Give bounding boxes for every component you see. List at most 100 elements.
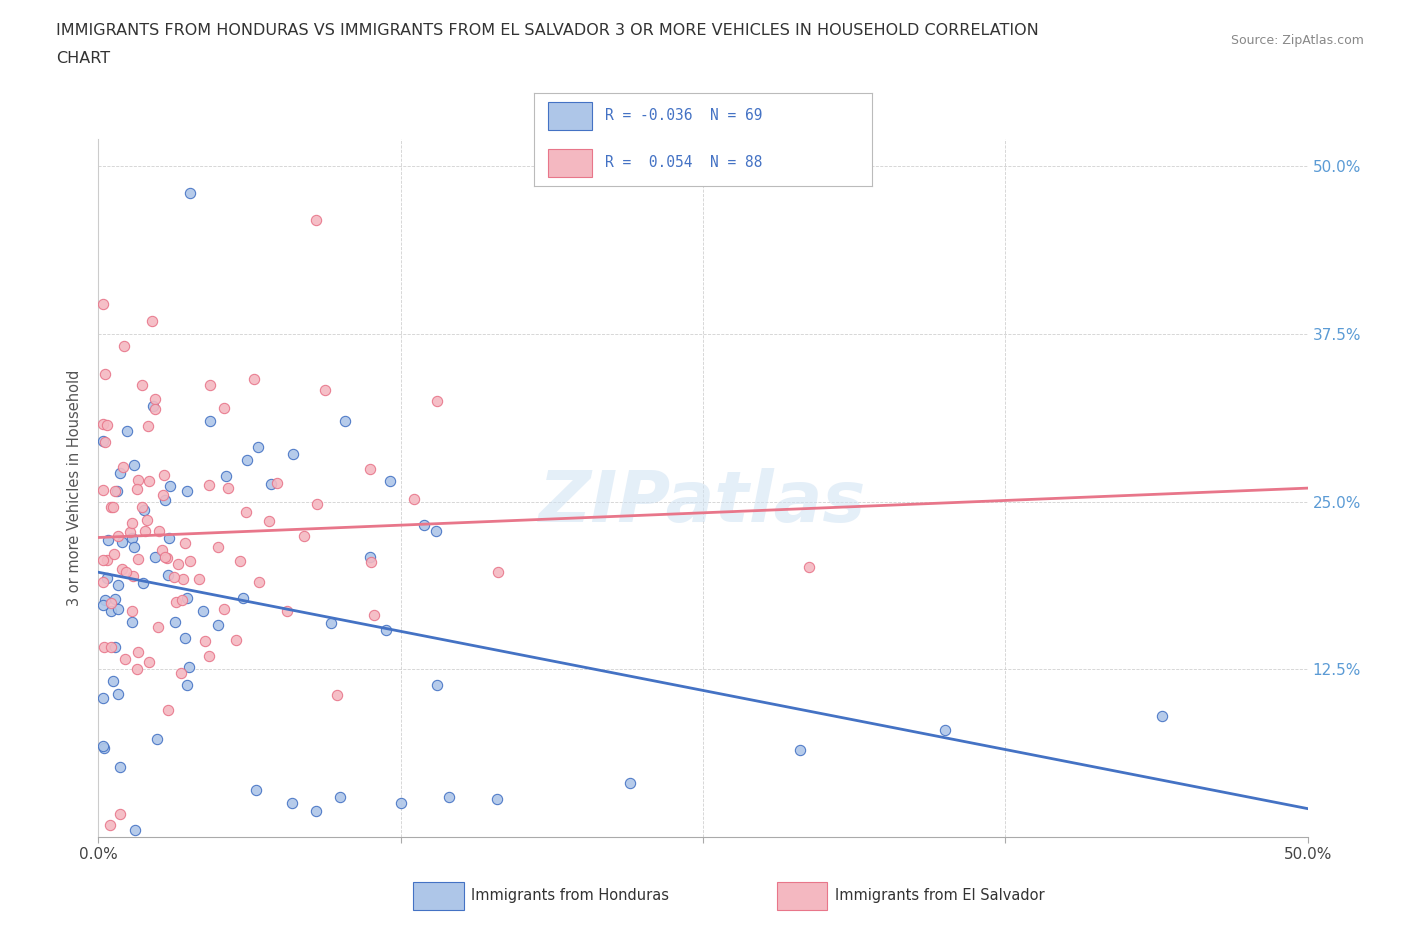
Point bbox=[146, 619, 169, 634]
Point bbox=[96, 570, 118, 585]
Point bbox=[200, 378, 222, 392]
Point bbox=[105, 484, 128, 498]
Point bbox=[193, 604, 215, 618]
Point bbox=[143, 392, 166, 406]
Point bbox=[194, 634, 217, 649]
Point bbox=[486, 565, 509, 579]
Point bbox=[104, 640, 127, 655]
Point bbox=[122, 458, 145, 472]
Point bbox=[108, 465, 131, 480]
Point bbox=[292, 529, 315, 544]
Point bbox=[100, 596, 122, 611]
Point bbox=[225, 633, 247, 648]
Point bbox=[110, 535, 132, 550]
Point bbox=[122, 539, 145, 554]
Point bbox=[437, 790, 460, 804]
Point bbox=[100, 499, 122, 514]
Text: R = -0.036  N = 69: R = -0.036 N = 69 bbox=[605, 108, 762, 124]
Point bbox=[305, 804, 328, 818]
Point bbox=[125, 481, 148, 496]
Point bbox=[426, 393, 449, 408]
Point bbox=[229, 553, 252, 568]
Bar bbox=[778, 883, 827, 910]
Point bbox=[148, 524, 170, 538]
Point bbox=[257, 513, 280, 528]
Point bbox=[107, 529, 129, 544]
Point bbox=[107, 578, 129, 592]
Point bbox=[176, 677, 198, 692]
Point bbox=[94, 592, 117, 607]
Point bbox=[426, 678, 449, 693]
Text: Immigrants from Honduras: Immigrants from Honduras bbox=[471, 887, 669, 903]
Point bbox=[934, 723, 956, 737]
Point bbox=[243, 372, 266, 387]
Point bbox=[91, 433, 114, 448]
Point bbox=[188, 572, 211, 587]
Point bbox=[247, 440, 270, 455]
Point bbox=[172, 592, 194, 607]
Point bbox=[91, 417, 114, 432]
Text: ZIPatlas: ZIPatlas bbox=[540, 468, 866, 537]
Bar bbox=[413, 883, 464, 910]
Point bbox=[100, 604, 122, 618]
Point bbox=[176, 484, 198, 498]
Point bbox=[247, 575, 270, 590]
Point bbox=[91, 552, 114, 567]
Point bbox=[150, 542, 173, 557]
Point bbox=[177, 660, 200, 675]
Point bbox=[122, 568, 145, 583]
Point bbox=[329, 790, 352, 804]
Point bbox=[155, 550, 177, 565]
Point bbox=[91, 738, 114, 753]
Point bbox=[153, 493, 176, 508]
Point bbox=[93, 740, 115, 755]
Point bbox=[375, 623, 398, 638]
Point bbox=[179, 186, 201, 201]
Point bbox=[159, 530, 181, 545]
Text: CHART: CHART bbox=[56, 51, 110, 66]
Point bbox=[91, 597, 114, 612]
Point bbox=[127, 551, 149, 566]
Point bbox=[114, 565, 136, 579]
Point bbox=[169, 666, 191, 681]
Point bbox=[167, 557, 190, 572]
Point bbox=[127, 472, 149, 487]
Point bbox=[104, 484, 127, 498]
Point bbox=[232, 591, 254, 605]
Point bbox=[163, 615, 186, 630]
Point bbox=[142, 399, 165, 414]
Point bbox=[141, 313, 163, 328]
Point bbox=[176, 591, 198, 605]
Point bbox=[107, 602, 129, 617]
Point bbox=[127, 644, 149, 659]
Point bbox=[101, 673, 124, 688]
Point bbox=[138, 654, 160, 669]
Point bbox=[155, 551, 177, 565]
Point bbox=[198, 414, 221, 429]
Point bbox=[108, 759, 131, 774]
Point bbox=[103, 547, 125, 562]
Point bbox=[91, 575, 114, 590]
Point bbox=[235, 504, 257, 519]
Point bbox=[93, 434, 115, 449]
Point bbox=[305, 496, 328, 511]
Bar bbox=[548, 102, 592, 130]
Point bbox=[212, 602, 235, 617]
Text: R =  0.054  N = 88: R = 0.054 N = 88 bbox=[605, 154, 762, 170]
Point bbox=[143, 401, 166, 416]
Point bbox=[136, 513, 159, 528]
Point bbox=[121, 604, 143, 618]
Point bbox=[217, 480, 239, 495]
Text: Source: ZipAtlas.com: Source: ZipAtlas.com bbox=[1230, 34, 1364, 47]
Point bbox=[136, 418, 159, 433]
Point bbox=[404, 492, 426, 507]
Point bbox=[799, 560, 821, 575]
Point bbox=[131, 378, 153, 392]
Point bbox=[108, 806, 131, 821]
Point bbox=[198, 477, 221, 492]
Point bbox=[359, 550, 381, 565]
Point bbox=[157, 702, 180, 717]
Point bbox=[245, 783, 267, 798]
Point bbox=[125, 662, 148, 677]
Point bbox=[212, 401, 235, 416]
